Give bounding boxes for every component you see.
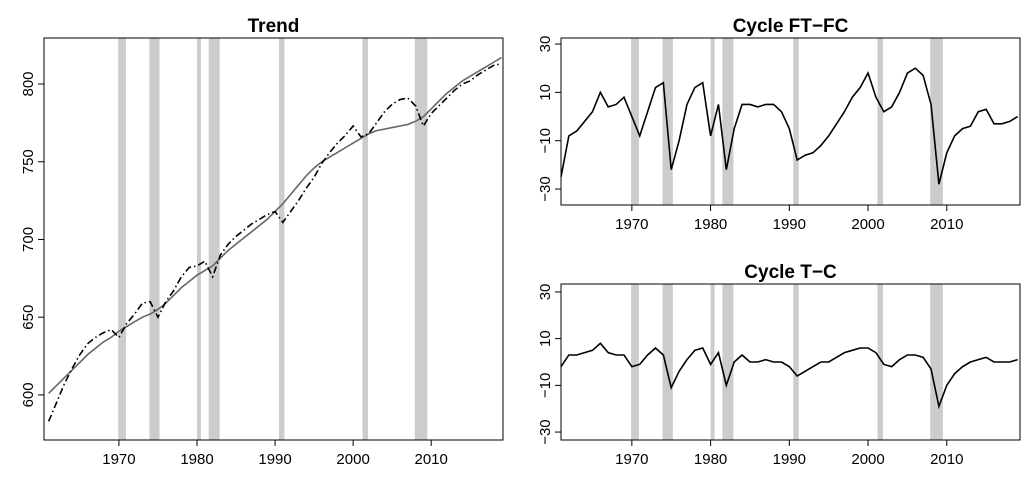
x-tick-label: 2010	[930, 451, 963, 468]
x-tick-label: 2000	[851, 451, 884, 468]
x-tick-label: 2000	[336, 451, 369, 468]
recession-band	[722, 284, 734, 440]
series-line	[47, 63, 502, 422]
x-tick-label: 1980	[694, 451, 727, 468]
x-tick-label: 2010	[930, 216, 963, 233]
plot-frame	[560, 283, 1021, 441]
y-tick-label: 10	[537, 330, 554, 347]
plot-frame	[560, 37, 1021, 206]
plot-frame	[43, 37, 504, 441]
recession-band	[631, 284, 639, 440]
recession-band	[197, 38, 201, 440]
chart-title: Cycle FT−FC	[733, 16, 849, 37]
x-tick-label: 1990	[773, 451, 806, 468]
y-tick-label: 750	[20, 149, 37, 174]
chart-title: Cycle T−C	[744, 262, 837, 283]
recession-band	[662, 38, 673, 205]
x-tick-label: 1970	[615, 451, 648, 468]
recession-band	[877, 284, 884, 440]
recession-band	[414, 38, 428, 440]
recession-band	[930, 284, 943, 440]
series-line	[561, 342, 1018, 410]
recession-band	[149, 38, 160, 440]
x-tick-label: 1990	[258, 451, 291, 468]
x-tick-label: 1980	[694, 216, 727, 233]
y-tick-label: 650	[20, 305, 37, 330]
recession-band	[662, 284, 673, 440]
recession-band	[208, 38, 220, 440]
recession-band	[362, 38, 368, 440]
series-line	[561, 67, 1019, 185]
recession-band	[722, 38, 734, 205]
y-tick-label: 600	[20, 382, 37, 407]
x-tick-label: 1980	[180, 451, 213, 468]
recession-band	[118, 38, 126, 440]
x-tick-label: 2010	[414, 451, 447, 468]
recession-band	[793, 38, 799, 205]
chart-title: Trend	[248, 16, 300, 37]
y-tick-label: 10	[537, 84, 554, 101]
recession-band	[930, 38, 943, 205]
y-tick-label: −10	[537, 128, 554, 153]
y-tick-label: −30	[537, 419, 554, 444]
x-tick-label: 1970	[615, 216, 648, 233]
recession-band	[710, 38, 715, 205]
y-tick-label: 30	[537, 36, 554, 53]
y-tick-label: 30	[537, 284, 554, 301]
x-tick-label: 1990	[773, 216, 806, 233]
x-tick-label: 1970	[102, 451, 135, 468]
y-tick-label: 800	[20, 71, 37, 96]
y-tick-label: −30	[537, 176, 554, 201]
y-tick-label: 700	[20, 227, 37, 252]
recession-band	[278, 38, 285, 440]
x-tick-label: 2000	[851, 216, 884, 233]
y-tick-label: −10	[537, 373, 554, 398]
series-line	[48, 56, 502, 394]
recession-band	[793, 284, 799, 440]
recession-band	[877, 38, 884, 205]
recession-band	[631, 38, 639, 205]
